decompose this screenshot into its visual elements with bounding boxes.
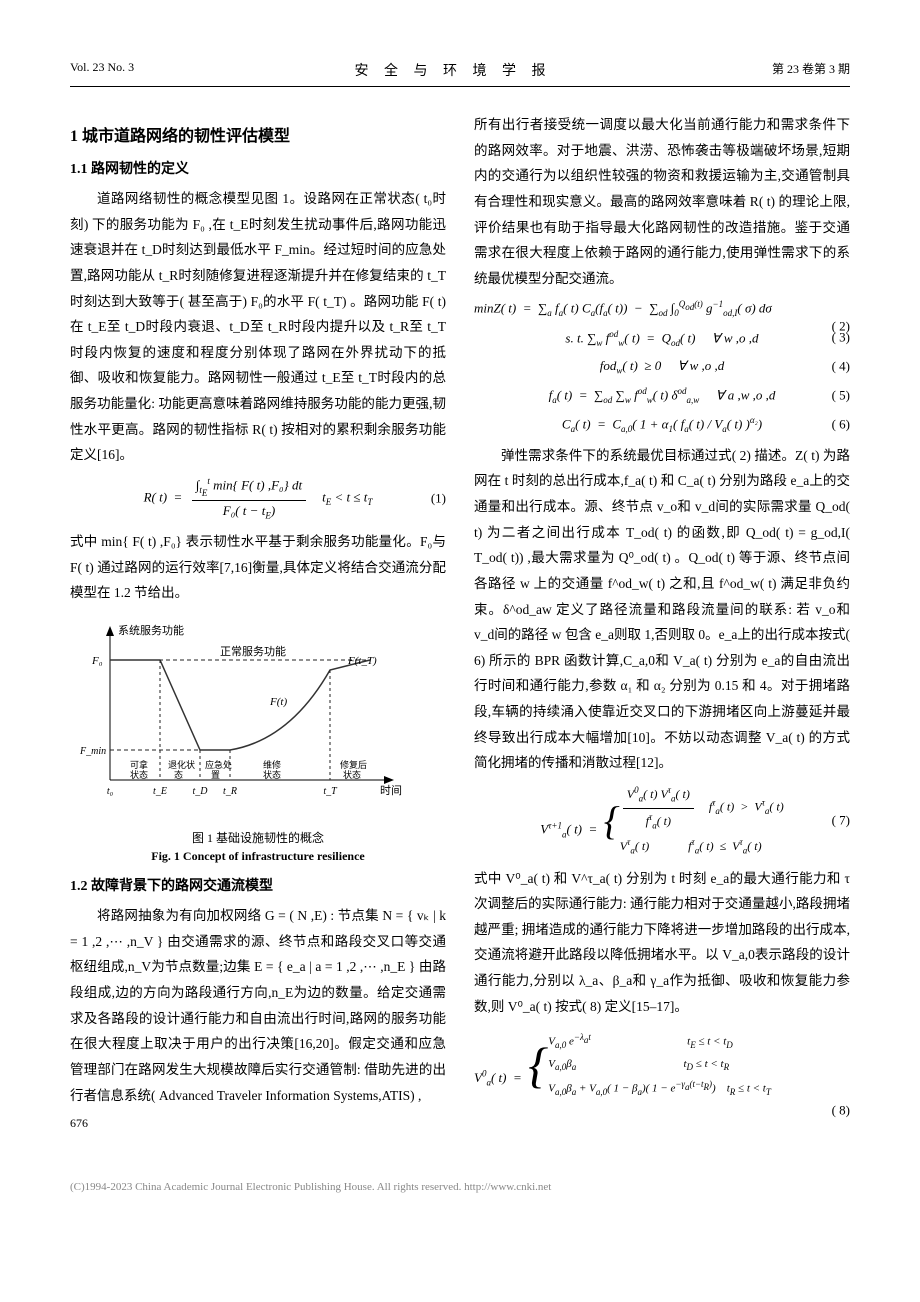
section-1-title: 1 城市道路网络的韧性评估模型	[70, 122, 446, 146]
figure-1-svg: 系统服务功能 F₀ 正常服务功能 F_min F(t) F(t_T)	[70, 620, 410, 820]
footer-text: (C)1994-2023 China Academic Journal Elec…	[70, 1181, 551, 1193]
two-column-layout: 1 城市道路网络的韧性评估模型 1.1 路网韧性的定义 道路网络韧性的概念模型见…	[70, 112, 850, 1131]
equation-3: s. t. ∑w fodw( t) = Qod( t) ∀ w ,o ,d ( …	[474, 327, 850, 350]
svg-text:t_R: t_R	[223, 786, 237, 797]
fig1-caption-cn: 图 1 基础设施韧性的概念	[192, 831, 324, 845]
eq1-number: (1)	[431, 488, 446, 509]
header-left: Vol. 23 No. 3	[70, 60, 134, 80]
fig1-caption-en: Fig. 1 Concept of infrastructure resilie…	[70, 847, 446, 865]
svg-text:F₀: F₀	[91, 655, 103, 667]
right-column: 所有出行者接受统一调度以最大化当前通行能力和需求条件下的路网效率。对于地震、洪涝…	[474, 112, 850, 1131]
svg-text:置: 置	[211, 770, 220, 780]
svg-text:维修: 维修	[263, 759, 281, 770]
subsection-1-2-title: 1.2 故障背景下的路网交通流模型	[70, 875, 446, 895]
equation-6: Ca( t) = Ca,0( 1 + α1( fa( t) / Va( t) )…	[474, 413, 850, 436]
svg-text:状态: 状态	[130, 769, 148, 780]
svg-text:t_D: t_D	[193, 786, 209, 797]
equation-2: minZ( t) = ∑a fa( t) Ca(fa( t)) − ∑od ∫0…	[474, 297, 850, 320]
header-center: 安 全 与 环 境 学 报	[355, 60, 552, 80]
figure-1: 系统服务功能 F₀ 正常服务功能 F_min F(t) F(t_T)	[70, 620, 446, 865]
svg-text:态: 态	[174, 769, 183, 780]
equation-7: Vτ+1a( t) = { V0a( t) Vτa( t) fτa( t) fτ…	[474, 782, 850, 859]
svg-text:F_min: F_min	[79, 746, 106, 757]
equation-8: V0a( t) = { Va,0 e−λat tE ≤ t < tD Va,0β…	[474, 1025, 850, 1105]
svg-text:状态: 状态	[343, 769, 361, 780]
page-footer: (C)1994-2023 China Academic Journal Elec…	[70, 1171, 850, 1193]
header-right: 第 23 卷第 3 期	[772, 60, 850, 80]
svg-text:t₀: t₀	[107, 786, 114, 797]
para-r1: 所有出行者接受统一调度以最大化当前通行能力和需求条件下的路网效率。对于地震、洪涝…	[474, 112, 850, 291]
svg-text:修复后: 修复后	[340, 759, 367, 770]
svg-text:应急处: 应急处	[205, 759, 232, 770]
equation-4: fodw( t) ≥ 0 ∀ w ,o ,d ( 4)	[474, 356, 850, 378]
left-column: 1 城市道路网络的韧性评估模型 1.1 路网韧性的定义 道路网络韧性的概念模型见…	[70, 112, 446, 1131]
svg-text:时间: 时间	[380, 784, 402, 797]
page-header: Vol. 23 No. 3 安 全 与 环 境 学 报 第 23 卷第 3 期	[70, 60, 850, 87]
svg-text:系统服务功能: 系统服务功能	[118, 623, 184, 637]
para-1-2-a: 将路网抽象为有向加权网络 G = ( N ,E) : 节点集 N = { vₖ …	[70, 903, 446, 1108]
para-r2: 弹性需求条件下的系统最优目标通过式( 2) 描述。Z( t) 为路网在 t 时刻…	[474, 443, 850, 776]
svg-text:可拿: 可拿	[130, 759, 148, 770]
para-1-1-b: 式中 min{ F( t) ,F₀} 表示韧性水平基于剩余服务功能量化。F₀与 …	[70, 529, 446, 606]
figure-1-caption: 图 1 基础设施韧性的概念 Fig. 1 Concept of infrastr…	[70, 829, 446, 865]
svg-text:退化状: 退化状	[168, 759, 195, 770]
para-r3: 式中 V⁰_a( t) 和 V^τ_a( t) 分别为 t 时刻 e_a的最大通…	[474, 866, 850, 1020]
svg-text:t_T: t_T	[323, 786, 338, 797]
equation-5: fa( t) = ∑od ∑w fodw( t) δoda,w ∀ a ,w ,…	[474, 384, 850, 407]
svg-text:F(t_T): F(t_T)	[347, 655, 377, 667]
page-number: 676	[70, 1116, 446, 1131]
equation-1: R( t) = ∫tEt min{ F( t) ,F₀} dt F₀( t − …	[70, 474, 446, 523]
subsection-1-1-title: 1.1 路网韧性的定义	[70, 158, 446, 178]
svg-text:正常服务功能: 正常服务功能	[220, 644, 286, 658]
svg-text:F(t): F(t)	[269, 696, 287, 708]
svg-text:t_E: t_E	[153, 786, 167, 797]
svg-text:状态: 状态	[263, 769, 281, 780]
para-1-1-a: 道路网络韧性的概念模型见图 1。设路网在正常状态( t₀时刻) 下的服务功能为 …	[70, 186, 446, 468]
